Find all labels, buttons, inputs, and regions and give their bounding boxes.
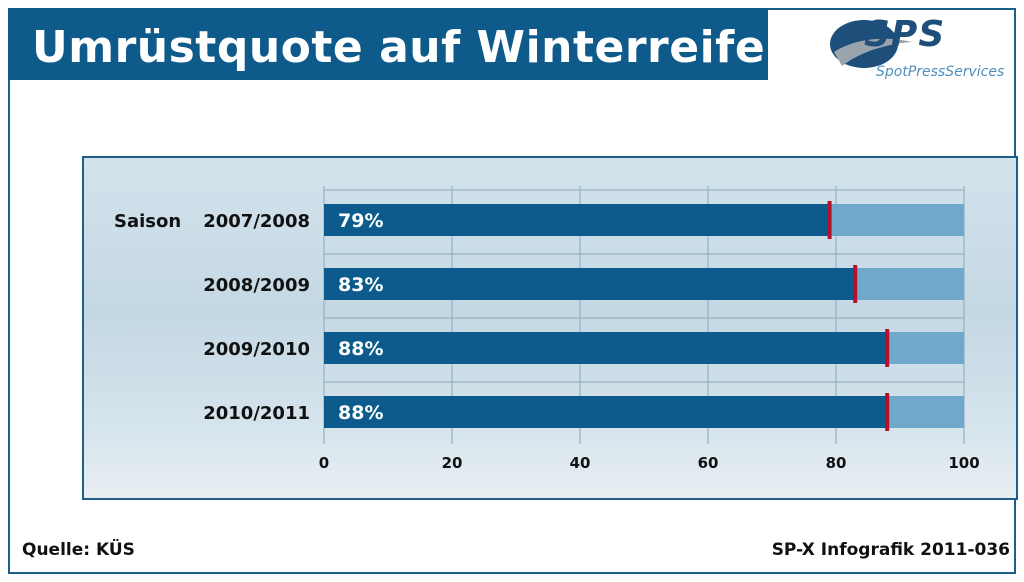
bar-2 <box>324 332 888 364</box>
category-label-1: 2008/2009 <box>203 275 310 296</box>
category-label-0: 2007/2008 <box>203 211 310 232</box>
bar-0 <box>324 204 830 236</box>
category-label-2: 2009/2010 <box>203 339 310 360</box>
logo-subtitle: SpotPressServices <box>876 64 1005 80</box>
tick-label-2: 40 <box>570 454 591 472</box>
tick-label-0: 0 <box>319 454 329 472</box>
tick-label-1: 20 <box>442 454 463 472</box>
data-label-1: 83% <box>338 274 383 296</box>
logo-brand: SPS <box>864 14 946 55</box>
page-title: Umrüstquote auf Winterreifen <box>32 22 797 73</box>
data-label-0: 79% <box>338 210 383 232</box>
bar-1 <box>324 268 856 300</box>
bar-marker-0 <box>827 201 832 239</box>
chart-panel: 79% 2007/2008 83% 2008/2009 88% 2009/2010 88% 2… <box>82 156 1018 500</box>
title-bar: Umrüstquote auf Winterreifen <box>8 8 797 80</box>
tick-label-4: 80 <box>826 454 847 472</box>
bar-chart: 79% 2007/2008 83% 2008/2009 88% 2009/2010 88% 2… <box>114 186 980 472</box>
source-note: Quelle: KÜS <box>22 540 135 560</box>
credit-note: SP-X Infografik 2011-036 <box>771 540 1010 560</box>
bar-3 <box>324 396 888 428</box>
logo-swoosh-icon <box>830 20 912 68</box>
bar-marker-2 <box>885 329 890 367</box>
bar-marker-1 <box>853 265 858 303</box>
tick-label-5: 100 <box>948 454 979 472</box>
tick-label-3: 60 <box>698 454 719 472</box>
bar-marker-3 <box>885 393 890 431</box>
data-label-3: 88% <box>338 402 383 424</box>
sps-logo: SPS SpotPressServices <box>826 8 1016 84</box>
category-label-3: 2010/2011 <box>203 403 310 424</box>
category-axis-label: Saison <box>114 211 181 232</box>
data-label-2: 88% <box>338 338 383 360</box>
